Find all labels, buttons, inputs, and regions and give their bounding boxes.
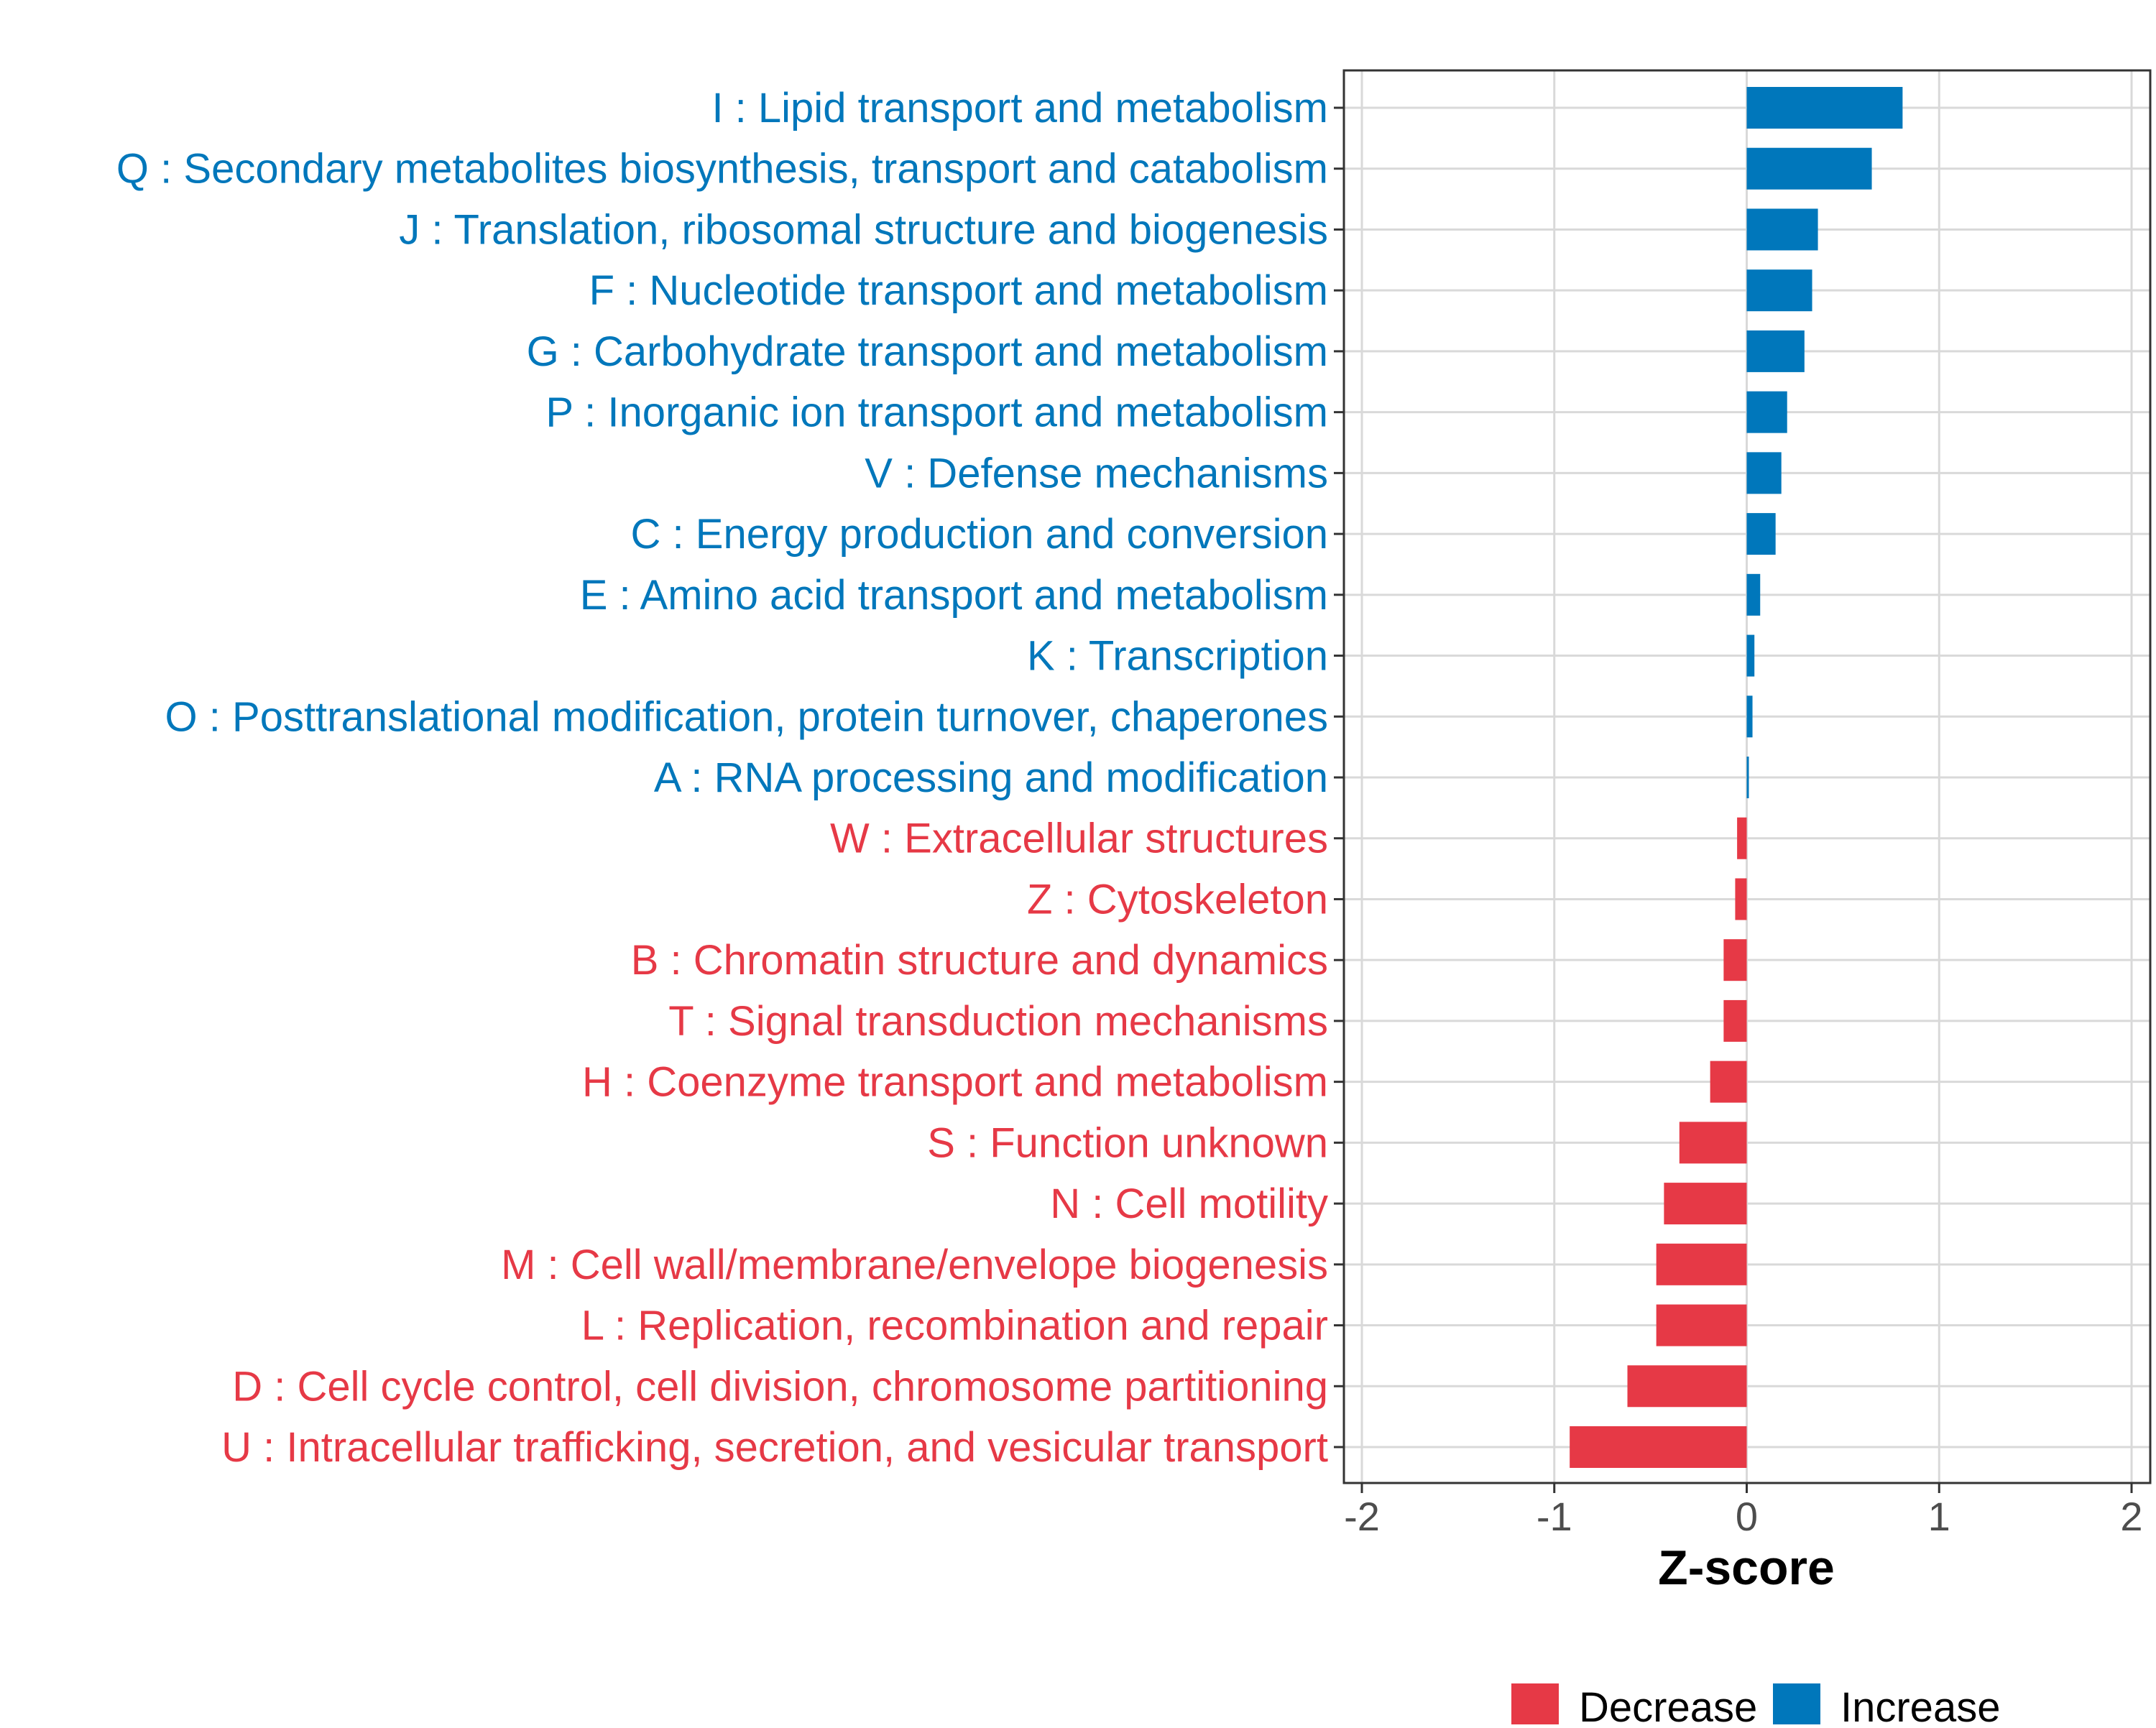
bar-decrease <box>1679 1122 1747 1164</box>
legend: Decrease Increase <box>1511 1683 2000 1728</box>
bar-decrease <box>1710 1061 1747 1103</box>
legend-label-decrease: Decrease <box>1579 1684 1757 1724</box>
category-label: C : Energy production and conversion <box>631 511 1328 558</box>
bar-decrease <box>1723 999 1747 1042</box>
bar-increase <box>1746 634 1755 677</box>
category-label: V : Defense mechanisms <box>865 450 1328 496</box>
category-label: T : Signal transduction mechanisms <box>668 998 1328 1045</box>
x-tick-label: 1 <box>1928 1494 1950 1539</box>
bar-increase <box>1746 208 1818 251</box>
bar-layer <box>1570 87 1903 1468</box>
x-tick-label: 2 <box>2120 1494 2142 1539</box>
category-label: D : Cell cycle control, cell division, c… <box>232 1363 1328 1410</box>
bar-decrease <box>1723 939 1747 981</box>
legend-swatch-increase <box>1773 1683 1820 1728</box>
bar-increase <box>1746 330 1805 372</box>
category-label: M : Cell wall/membrane/envelope biogenes… <box>501 1242 1328 1288</box>
axis-layer: -2 -1 0 1 2 <box>1334 69 2152 1539</box>
category-label: E : Amino acid transport and metabolism <box>580 572 1328 619</box>
x-tick-label: -1 <box>1537 1494 1572 1539</box>
bar-increase <box>1746 757 1749 798</box>
category-label-layer: I : Lipid transport and metabolism Q : Se… <box>116 85 1328 1471</box>
category-label: S : Function unknown <box>927 1119 1328 1166</box>
category-label: Q : Secondary metabolites biosynthesis, … <box>116 146 1328 193</box>
bar-increase <box>1746 269 1812 312</box>
bar-increase <box>1746 87 1903 129</box>
category-label: I : Lipid transport and metabolism <box>711 85 1328 131</box>
category-label: O : Posttranslational modification, prot… <box>165 693 1328 740</box>
bar-increase <box>1746 391 1787 433</box>
x-axis-title: Z-score <box>1658 1540 1835 1595</box>
bar-increase <box>1746 513 1776 555</box>
category-label: A : RNA processing and modification <box>654 754 1328 801</box>
category-label: N : Cell motility <box>1050 1181 1328 1227</box>
category-label: B : Chromatin structure and dynamics <box>631 937 1328 984</box>
category-label: Z : Cytoskeleton <box>1027 876 1328 923</box>
category-label: H : Coenzyme transport and metabolism <box>582 1059 1328 1106</box>
category-label: K : Transcription <box>1027 633 1328 680</box>
x-tick-label: 0 <box>1736 1494 1758 1539</box>
bar-decrease <box>1656 1304 1747 1346</box>
category-label: P : Inorganic ion transport and metaboli… <box>545 389 1328 436</box>
bar-increase <box>1746 573 1761 616</box>
bar-decrease <box>1664 1183 1747 1225</box>
category-label: J : Translation, ribosomal structure and… <box>399 206 1328 253</box>
legend-swatch-decrease <box>1511 1683 1559 1728</box>
bar-increase <box>1746 696 1753 738</box>
category-label: L : Replication, recombination and repai… <box>581 1303 1328 1349</box>
bar-decrease <box>1570 1426 1747 1468</box>
x-tick-label: -2 <box>1344 1494 1380 1539</box>
category-label: F : Nucleotide transport and metabolism <box>589 267 1328 314</box>
legend-label-increase: Increase <box>1841 1684 2000 1724</box>
bar-decrease <box>1627 1365 1747 1408</box>
bar-decrease <box>1737 817 1747 859</box>
category-label: W : Extracellular structures <box>830 816 1328 862</box>
bar-increase <box>1746 147 1872 190</box>
bar-decrease <box>1656 1243 1747 1285</box>
bar-increase <box>1746 452 1782 494</box>
category-label: G : Carbohydrate transport and metabolis… <box>527 328 1328 375</box>
category-label: U : Intracellular trafficking, secretion… <box>221 1424 1328 1471</box>
bar-decrease <box>1735 878 1747 920</box>
